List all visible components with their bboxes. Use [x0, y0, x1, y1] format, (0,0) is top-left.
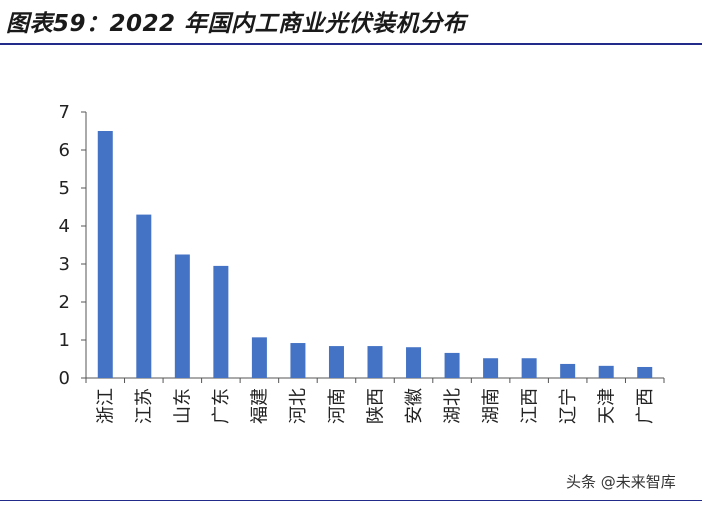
category-label: 山东: [173, 388, 194, 424]
bar: [251, 337, 267, 378]
category-label: 广西: [635, 388, 656, 424]
y-tick-label: 0: [59, 368, 70, 389]
bar: [367, 346, 383, 378]
y-tick-label: 4: [59, 216, 70, 237]
bar: [174, 254, 190, 378]
category-label: 河北: [288, 388, 309, 424]
bar: [637, 366, 653, 378]
bar: [213, 265, 229, 378]
y-tick-label: 3: [59, 254, 70, 275]
bar: [598, 365, 614, 378]
bar: [444, 352, 460, 378]
bar: [328, 346, 344, 378]
category-label: 湖南: [481, 388, 502, 424]
y-tick-label: 2: [59, 292, 70, 313]
bar: [521, 358, 537, 378]
y-tick-label: 1: [59, 330, 70, 351]
y-tick-label: 7: [59, 102, 70, 123]
category-label: 河南: [327, 388, 348, 424]
category-label: 江西: [519, 388, 540, 424]
category-label: 广东: [211, 388, 232, 424]
bar: [483, 358, 499, 378]
category-label: 安徽: [404, 388, 425, 424]
category-label: 陕西: [365, 388, 386, 424]
footer-divider: [0, 500, 702, 501]
category-label: 湖北: [442, 388, 463, 424]
bar: [136, 214, 152, 378]
header-divider: [0, 43, 702, 45]
y-tick-label: 5: [59, 178, 70, 199]
chart-title: 图表59：2022 年国内工商业光伏装机分布: [6, 11, 467, 37]
bar: [290, 343, 306, 378]
category-label: 天津: [597, 388, 618, 424]
category-label: 江苏: [134, 388, 155, 424]
bar: [406, 347, 422, 378]
watermark: 头条 @未来智库: [566, 473, 676, 491]
y-tick-label: 6: [59, 140, 70, 161]
category-label: 浙江: [96, 388, 117, 424]
category-label: 辽宁: [558, 388, 579, 424]
category-label: 福建: [250, 388, 271, 424]
bar: [97, 131, 113, 378]
bar: [560, 363, 576, 378]
